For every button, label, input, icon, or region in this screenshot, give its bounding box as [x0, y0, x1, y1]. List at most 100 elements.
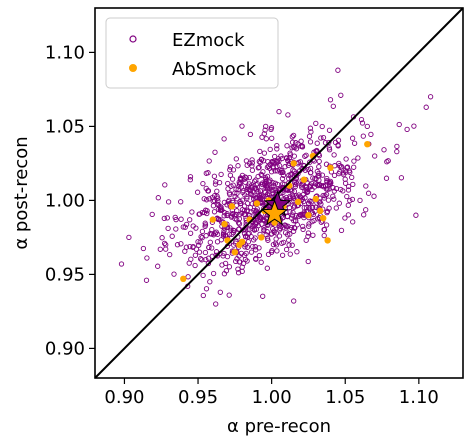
ezmock-point [206, 196, 212, 202]
ezmock-point [233, 258, 239, 265]
ezmock-point [211, 197, 218, 204]
ezmock-point [331, 172, 338, 179]
ezmock-point [257, 148, 263, 155]
ezmock-point [338, 227, 345, 234]
ezmock-point [244, 244, 251, 250]
ezmock-point [398, 175, 405, 181]
ezmock-point [226, 264, 233, 270]
absmock-point [271, 219, 278, 226]
ezmock-point [274, 146, 280, 152]
ezmock-point [286, 242, 292, 248]
ezmock-point [219, 262, 225, 268]
legend-label-absmock: AbSmock [172, 59, 257, 80]
legend-marker-ezmock [129, 35, 137, 43]
ezmock-point [287, 208, 293, 215]
ezmock-point [235, 163, 241, 169]
ezmock-point [249, 157, 255, 163]
plot-frame [94, 7, 464, 379]
ezmock-point [345, 187, 352, 193]
ezmock-point [324, 208, 331, 215]
ezmock-point [209, 231, 215, 237]
ezmock-point [165, 199, 172, 205]
ezmock-point [268, 125, 275, 131]
ezmock-point [335, 142, 341, 148]
ezmock-point [265, 237, 271, 243]
ezmock-point [118, 261, 125, 267]
ezmock-point [371, 193, 377, 199]
ezmock-point [323, 191, 330, 198]
legend-label-ezmock: EZmock [172, 30, 245, 51]
ezmock-point [280, 172, 287, 178]
ezmock-point [244, 234, 251, 240]
ezmock-point [225, 186, 231, 192]
ezmock-point [202, 220, 208, 226]
ezmock-point [183, 221, 190, 228]
ezmock-point [249, 167, 256, 173]
ezmock-point [199, 257, 205, 263]
ezmock-point [381, 147, 387, 153]
ezmock-point [155, 263, 161, 269]
ezmock-point [209, 226, 215, 233]
ezmock-point [287, 171, 294, 178]
ezmock-point [261, 150, 268, 156]
ezmock-point [257, 195, 263, 201]
ezmock-point [250, 192, 256, 199]
ezmock-point [174, 242, 181, 248]
ezmock-point [143, 277, 150, 283]
ezmock-point [330, 185, 336, 191]
ezmock-point [218, 171, 224, 178]
ezmock-point [207, 239, 213, 245]
ezmock-point [269, 135, 275, 141]
ezmock-point [282, 164, 288, 170]
ezmock-point [318, 135, 324, 141]
ezmock-point [307, 125, 314, 131]
ezmock-point [200, 180, 206, 187]
ezmock-point [269, 247, 275, 254]
ezmock-point [307, 139, 314, 145]
ezmock-point [287, 251, 293, 257]
absmock-point [305, 212, 312, 219]
legend: EZmock AbSmock [105, 17, 279, 89]
ezmock-point [394, 148, 400, 155]
ezmock-point [256, 194, 262, 200]
ezmock-point [178, 216, 184, 222]
ezmock-point [293, 218, 299, 224]
ezmock-point [207, 279, 213, 285]
ezmock-point [300, 226, 306, 233]
ezmock-point [218, 237, 224, 243]
ezmock-point [289, 139, 296, 145]
ezmock-point [336, 200, 342, 206]
ezmock-point [186, 260, 192, 266]
ezmock-point [298, 211, 304, 218]
ezmock-point [427, 94, 434, 100]
ezmock-point [359, 120, 366, 126]
ezmock-point [178, 241, 184, 247]
ezmock-point [178, 199, 184, 205]
ezmock-point [206, 158, 212, 164]
ezmock-point [285, 232, 291, 238]
ezmock-point [206, 244, 212, 251]
ezmock-point [344, 164, 351, 170]
ezmock-point [249, 160, 255, 166]
ezmock-point [235, 270, 242, 276]
ezmock-point [338, 92, 344, 98]
ezmock-point [245, 239, 252, 245]
ezmock-point [333, 205, 339, 211]
ezmock-point [258, 156, 265, 162]
ezmock-point [313, 148, 319, 154]
ezmock-point [297, 194, 303, 200]
ezmock-point [212, 149, 218, 155]
ezmock-point [289, 215, 295, 221]
ezmock-point [259, 172, 265, 179]
ezmock-point [192, 252, 199, 258]
ezmock-point [185, 274, 191, 280]
ezmock-point [221, 136, 227, 142]
ezmock-point [285, 112, 291, 118]
ezmock-point [315, 182, 321, 189]
ezmock-point [349, 135, 356, 141]
ezmock-point [272, 180, 279, 186]
ezmock-point [326, 181, 333, 187]
ezmock-point [234, 217, 240, 223]
ezmock-point [187, 230, 194, 236]
ezmock-point [312, 181, 319, 187]
